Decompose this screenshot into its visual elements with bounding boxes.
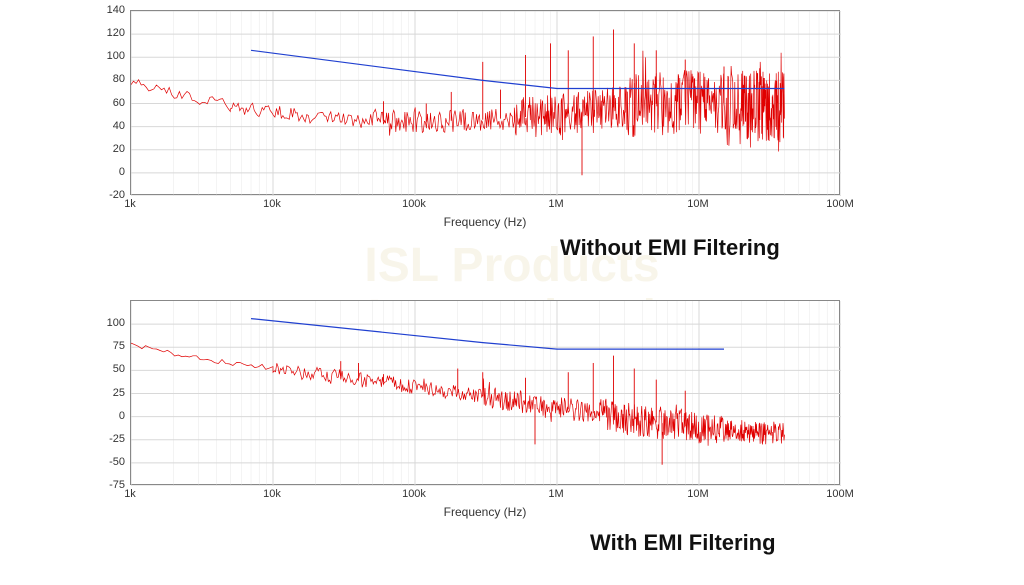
ytick-label: 120 bbox=[107, 27, 125, 39]
caption-without-filtering: Without EMI Filtering bbox=[560, 235, 780, 261]
plot-svg-top bbox=[131, 11, 841, 196]
ytick-label: 40 bbox=[113, 120, 125, 132]
xtick-label: 1M bbox=[548, 488, 563, 500]
xtick-label: 10M bbox=[687, 198, 708, 210]
ytick-label: 60 bbox=[113, 97, 125, 109]
ytick-label: 80 bbox=[113, 73, 125, 85]
xtick-label: 10k bbox=[263, 488, 281, 500]
ytick-label: -50 bbox=[109, 456, 125, 468]
xtick-label: 10M bbox=[687, 488, 708, 500]
ytick-label: 25 bbox=[113, 387, 125, 399]
xtick-label: 100M bbox=[826, 488, 854, 500]
ytick-label: 140 bbox=[107, 4, 125, 16]
ytick-label: 50 bbox=[113, 363, 125, 375]
caption-with-filtering: With EMI Filtering bbox=[590, 530, 776, 556]
plot-svg-bottom bbox=[131, 301, 841, 486]
ytick-label: 0 bbox=[119, 410, 125, 422]
ytick-label: 100 bbox=[107, 50, 125, 62]
xaxis-title-top: Frequency (Hz) bbox=[444, 215, 527, 229]
chart-without-filtering: -200204060801001201401k10k100k1M10M100M … bbox=[130, 10, 840, 195]
xaxis-title-bottom: Frequency (Hz) bbox=[444, 505, 527, 519]
xtick-label: 100k bbox=[402, 488, 426, 500]
plot-area-bottom bbox=[130, 300, 840, 485]
plot-area-top bbox=[130, 10, 840, 195]
xtick-label: 1k bbox=[124, 488, 136, 500]
ytick-label: 20 bbox=[113, 143, 125, 155]
xtick-label: 1M bbox=[548, 198, 563, 210]
chart-with-filtering: -75-50-2502550751001k10k100k1M10M100M Fr… bbox=[130, 300, 840, 485]
ytick-label: -25 bbox=[109, 433, 125, 445]
xtick-label: 100M bbox=[826, 198, 854, 210]
xtick-label: 1k bbox=[124, 198, 136, 210]
ytick-label: 100 bbox=[107, 317, 125, 329]
xtick-label: 10k bbox=[263, 198, 281, 210]
ytick-label: -20 bbox=[109, 189, 125, 201]
ytick-label: 0 bbox=[119, 166, 125, 178]
ytick-label: 75 bbox=[113, 340, 125, 352]
ytick-label: -75 bbox=[109, 479, 125, 491]
xtick-label: 100k bbox=[402, 198, 426, 210]
